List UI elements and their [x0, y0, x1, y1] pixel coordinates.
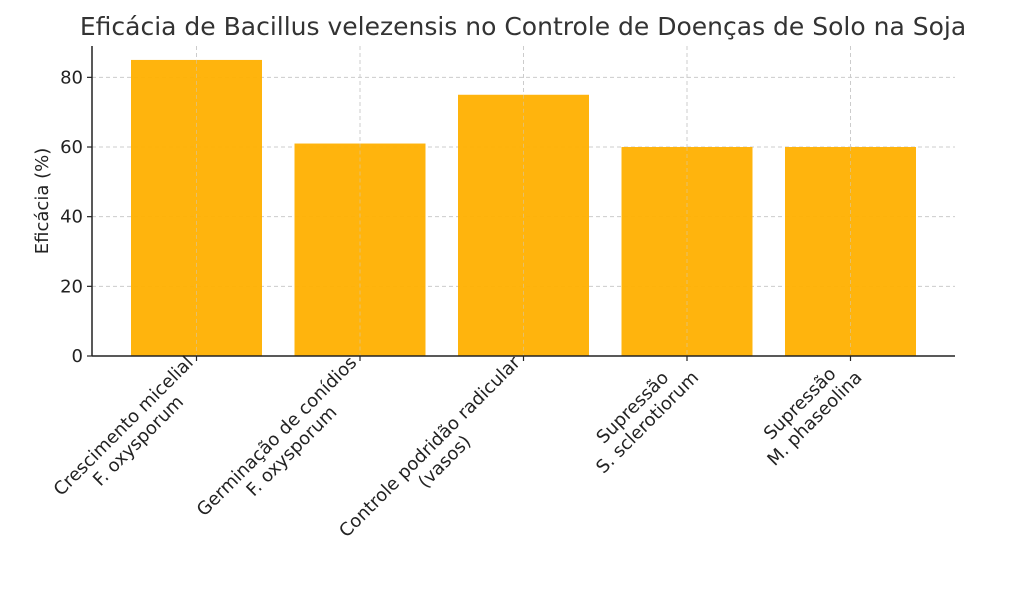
y-tick-label: 0: [72, 346, 83, 367]
y-axis-label: Eficácia (%): [32, 148, 53, 254]
bars: [131, 59, 916, 357]
y-tick-label: 20: [60, 276, 83, 297]
bar: [785, 147, 916, 356]
y-tick-label: 60: [60, 137, 83, 158]
y-tick-label: 40: [60, 207, 83, 228]
x-tick-label-line: Germinação de conídios: [193, 352, 361, 520]
x-tick-label-line: Crescimento micelial: [50, 352, 198, 500]
y-tick-labels: 0 20 40 60 80: [60, 67, 92, 367]
chart-title: Eficácia de Bacillus velezensis no Contr…: [80, 12, 966, 41]
bar: [458, 94, 589, 357]
x-tick-label-line: Controle podridão radicular: [335, 352, 525, 542]
bar: [621, 147, 753, 356]
x-tick-label: Controle podridão radicular(vasos): [335, 352, 525, 542]
y-tick-label: 80: [60, 67, 83, 88]
